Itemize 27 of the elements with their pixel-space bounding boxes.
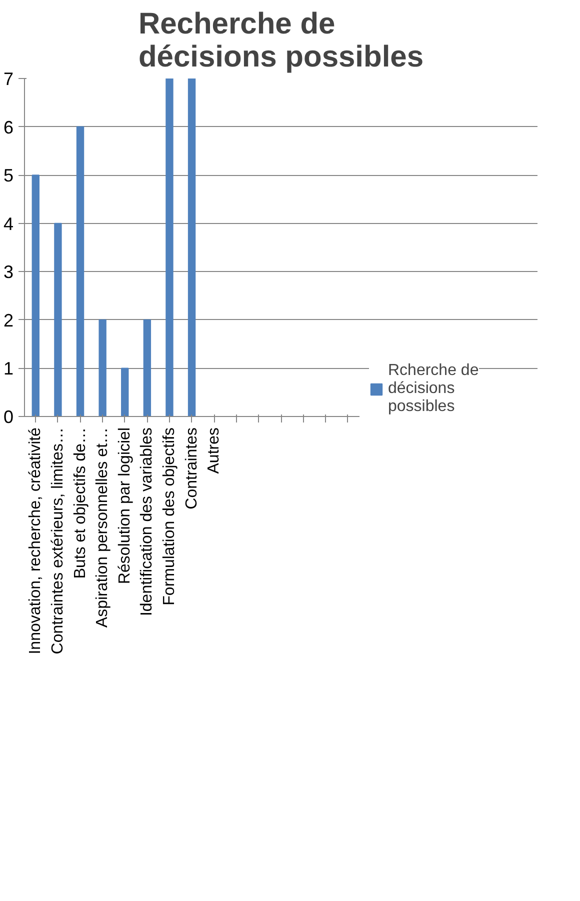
- y-tick-label: 2: [3, 310, 14, 330]
- x-tick-label: Formulation des objectifs: [160, 428, 178, 606]
- chart-title: Recherche de décisions possibles: [138, 8, 424, 74]
- bar: [188, 78, 196, 416]
- bar: [76, 126, 84, 416]
- y-tick-label: 4: [3, 214, 14, 234]
- x-tick-label: Aspiration personnelles et…: [94, 428, 112, 628]
- y-tick-label: 1: [3, 358, 14, 379]
- bar: [166, 78, 174, 416]
- bar: [143, 319, 152, 416]
- y-tick-label: 5: [3, 166, 14, 186]
- bar: [32, 174, 40, 416]
- bar: [54, 222, 62, 416]
- x-tick-label: Identification des variables: [138, 427, 156, 616]
- y-tick-label: 7: [3, 69, 14, 89]
- x-tick-label: Buts et objectifs de…: [72, 428, 89, 579]
- bar: [121, 368, 129, 416]
- y-tick-label: 6: [3, 117, 14, 138]
- x-tick-label: Contraintes extérieurs, limites…: [49, 427, 66, 654]
- bar: [98, 319, 106, 416]
- y-tick-label: 0: [3, 407, 14, 427]
- x-tick-label: Autres: [206, 427, 223, 474]
- x-tick-label: Contraintes: [183, 427, 200, 510]
- y-tick-label: 3: [3, 262, 14, 282]
- x-tick-label: Résolution par logiciel: [116, 428, 134, 584]
- x-tick-label: Innovation, recherche, créativité: [27, 427, 44, 654]
- legend-label: Rcherche de décisions possibles: [388, 362, 479, 416]
